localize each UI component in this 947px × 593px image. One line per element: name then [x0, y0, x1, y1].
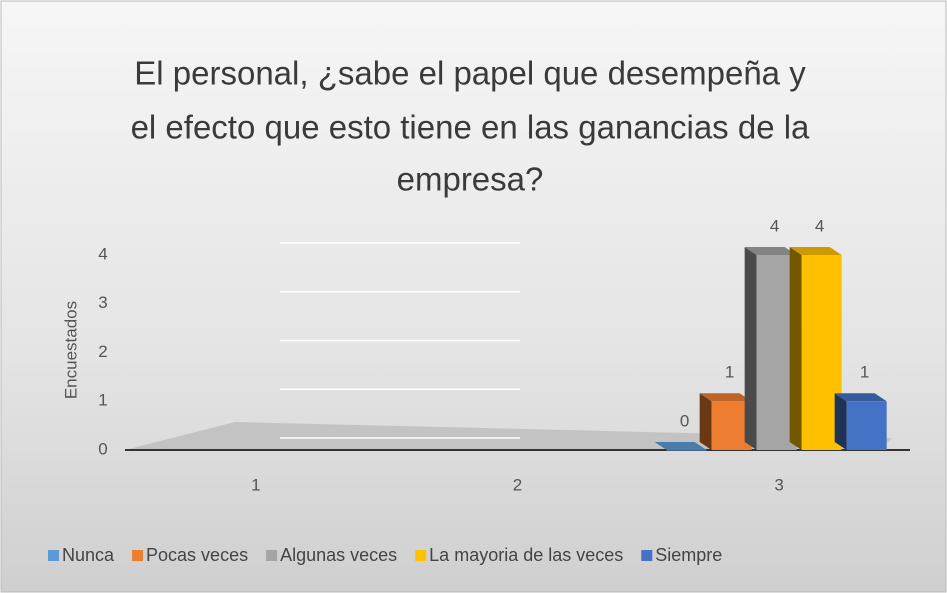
x-tick-label: 1 — [251, 475, 260, 494]
bar-side — [699, 393, 712, 450]
title-line: El personal, ¿sabe el papel que desempeñ… — [134, 55, 806, 92]
y-tick-label: 1 — [98, 391, 107, 410]
legend-swatch — [641, 550, 653, 561]
legend-swatch — [132, 550, 144, 561]
bar-top — [654, 442, 707, 450]
bar-side — [834, 393, 847, 450]
title-line: empresa? — [397, 161, 544, 198]
bar-top — [699, 393, 752, 402]
bar-front — [846, 401, 887, 450]
y-tick-label: 4 — [98, 244, 107, 263]
bar-front — [666, 450, 707, 451]
data-label: 0 — [680, 411, 689, 430]
bar — [744, 247, 797, 450]
legend-label: La mayoria de las veces — [429, 545, 623, 565]
y-tick-label: 3 — [98, 293, 107, 312]
y-axis-label: Encuestados — [61, 301, 80, 399]
y-tick-label: 2 — [98, 342, 107, 361]
legend-label: Pocas veces — [146, 545, 248, 565]
bar — [789, 247, 842, 450]
bar-top — [744, 247, 797, 255]
legend-label: Siempre — [655, 545, 722, 565]
bar — [834, 393, 887, 450]
bar-top — [834, 393, 887, 402]
data-label: 4 — [770, 216, 779, 235]
data-label: 1 — [860, 363, 869, 382]
legend-label: Algunas veces — [280, 545, 397, 565]
bar — [699, 393, 752, 450]
legend-swatch — [415, 550, 427, 561]
bar-top — [789, 247, 842, 255]
legend-swatch — [266, 550, 278, 561]
x-tick-label: 3 — [774, 475, 783, 494]
legend-label: Nunca — [62, 545, 115, 565]
data-label: 4 — [815, 216, 824, 235]
legend-swatch — [48, 550, 59, 561]
bar — [654, 442, 707, 451]
floor — [125, 422, 892, 450]
x-tick-label: 2 — [513, 475, 522, 494]
title-line: el efecto que esto tiene en las ganancia… — [131, 109, 810, 146]
y-tick-label: 0 — [98, 439, 107, 458]
bar-side — [789, 247, 802, 450]
bar-side — [744, 247, 757, 450]
data-label: 1 — [725, 363, 734, 382]
